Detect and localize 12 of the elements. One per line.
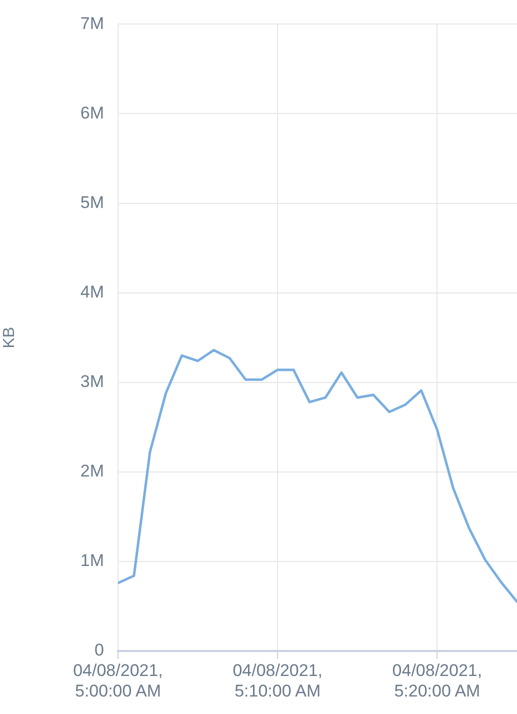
y-tick-label: 6M	[80, 103, 104, 122]
y-tick-label: 4M	[80, 282, 104, 302]
y-axis-title: KB	[1, 326, 18, 348]
x-tick-label: 04/08/2021, 5:20:00 AM	[392, 660, 482, 700]
y-tick-label: 7M	[80, 14, 104, 33]
y-tick-label: 1M	[80, 551, 104, 570]
y-tick-label: 0	[94, 640, 104, 660]
x-tick-label: 04/08/2021, 5:00:00 AM	[73, 660, 163, 700]
x-tick-label: 04/08/2021, 5:10:00 AM	[232, 660, 323, 700]
y-tick-label: 3M	[80, 372, 104, 392]
y-tick-label: 2M	[80, 462, 104, 481]
y-tick-label: 5M	[80, 192, 104, 212]
